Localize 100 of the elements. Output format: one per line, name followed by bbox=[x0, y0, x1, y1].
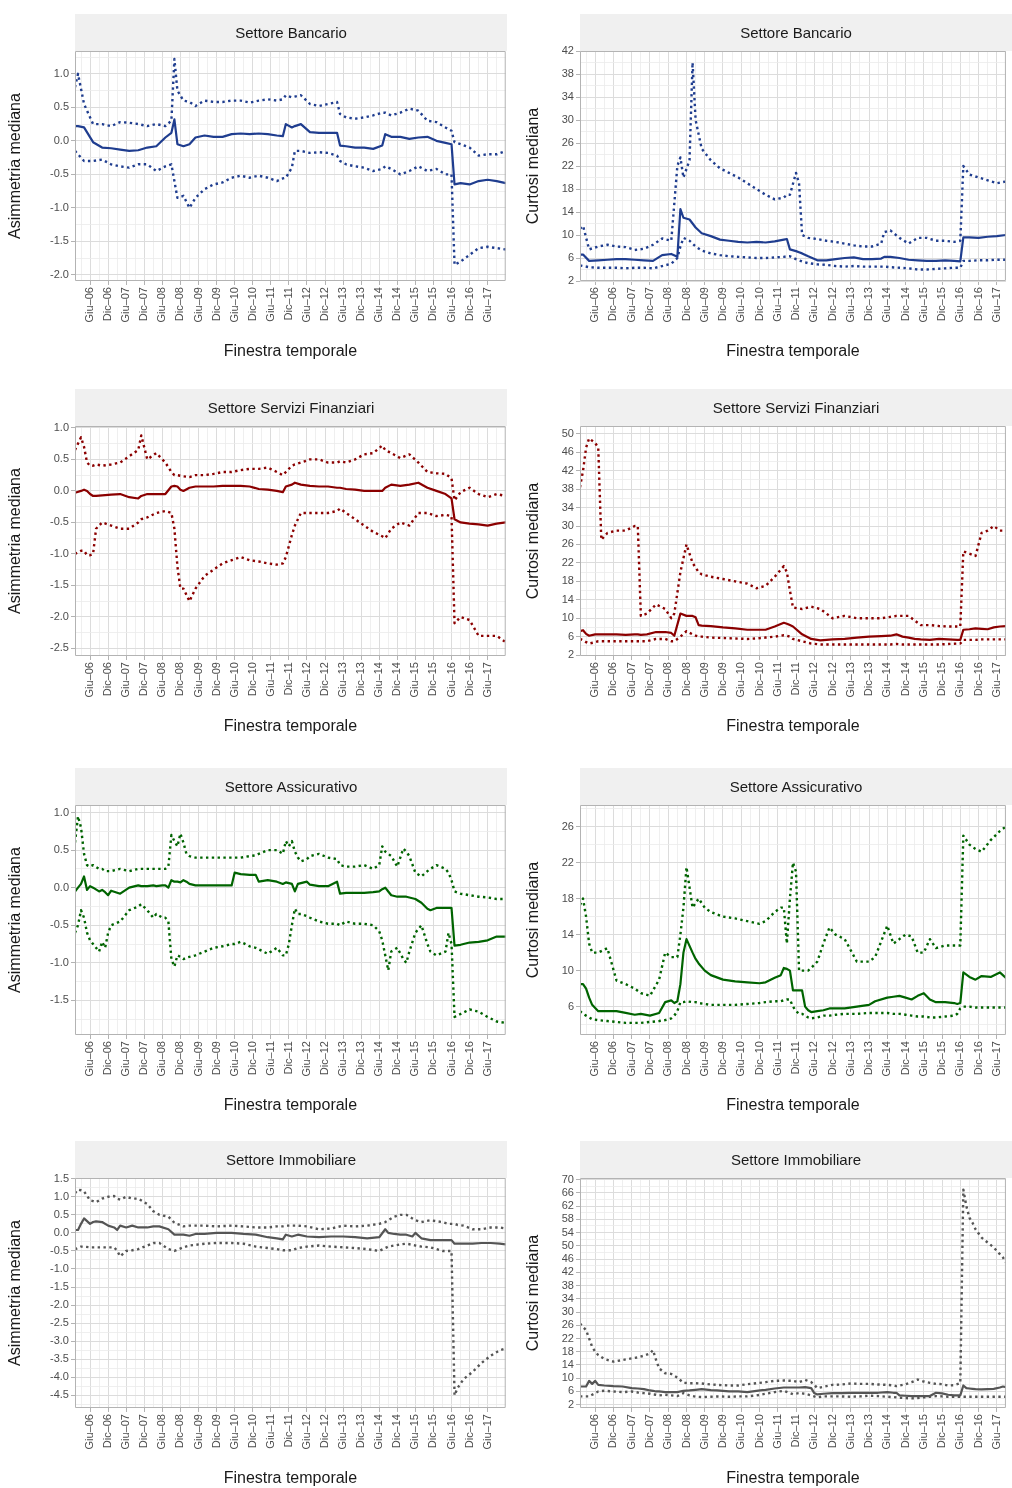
chart-title: Settore Bancario bbox=[235, 24, 347, 41]
y-tick-label: -0.5 bbox=[50, 515, 69, 528]
x-tick-label: Giu–13 bbox=[336, 287, 349, 323]
x-tick-label: Dic–13 bbox=[862, 1414, 875, 1449]
y-tick-label: 34 bbox=[561, 90, 574, 103]
y-axis-title: Curtosi mediana bbox=[524, 1234, 542, 1352]
y-tick-label: 38 bbox=[561, 482, 574, 495]
line-series bbox=[580, 1188, 1006, 1390]
y-tick-label: 2 bbox=[567, 274, 574, 287]
x-tick-label: Giu–13 bbox=[336, 1041, 349, 1077]
x-tick-label: Giu–07 bbox=[119, 662, 132, 698]
x-tick-label: Giu–16 bbox=[953, 1414, 966, 1450]
x-tick-label: Giu–08 bbox=[661, 662, 674, 698]
y-tick-label: 54 bbox=[561, 1225, 574, 1238]
y-tick-label: -0.5 bbox=[50, 918, 69, 931]
y-tick-label: -3.5 bbox=[50, 1352, 69, 1365]
x-tick-label: Dic–14 bbox=[390, 1041, 403, 1076]
y-tick-label: -1.0 bbox=[50, 200, 69, 213]
y-tick-label: 6 bbox=[567, 629, 574, 642]
y-tick-label: 46 bbox=[561, 1252, 574, 1265]
y-axis-title: Asimmetria mediana bbox=[6, 467, 24, 614]
x-axis-title: Finestra temporale bbox=[726, 341, 860, 359]
y-tick-label: 0.5 bbox=[53, 1207, 69, 1220]
x-tick-label: Dic–11 bbox=[789, 1041, 802, 1075]
y-tick-label: 10 bbox=[561, 1371, 574, 1384]
y-tick-label: -2.0 bbox=[50, 609, 69, 622]
x-tick-label: Dic–14 bbox=[390, 662, 403, 697]
x-tick-label: Dic–07 bbox=[137, 287, 150, 322]
x-tick-label: Dic–15 bbox=[426, 287, 439, 322]
x-tick-label: Dic–07 bbox=[643, 1414, 656, 1449]
title-strip: Settore Servizi Finanziari bbox=[75, 389, 507, 426]
x-tick-label: Giu–07 bbox=[624, 662, 637, 698]
x-tick-label: Giu–09 bbox=[697, 287, 710, 323]
x-tick-label: Giu–13 bbox=[843, 1041, 856, 1077]
y-tick-label: 1.0 bbox=[53, 420, 69, 433]
x-tick-label: Giu–11 bbox=[263, 1041, 276, 1076]
y-tick-label: 0.5 bbox=[53, 452, 69, 465]
y-tick-label: 0.0 bbox=[53, 1225, 69, 1238]
x-tick-label: Giu–15 bbox=[408, 662, 421, 698]
x-tick-label: Giu–08 bbox=[155, 1414, 168, 1450]
x-tick-label: Dic–12 bbox=[825, 1414, 838, 1449]
x-tick-label: Giu–17 bbox=[480, 1414, 493, 1450]
x-tick-label: Dic–15 bbox=[935, 287, 948, 322]
title-strip: Settore Servizi Finanziari bbox=[580, 389, 1012, 426]
x-tick-label: Giu–09 bbox=[697, 1414, 710, 1450]
x-tick-label: Dic–09 bbox=[209, 287, 222, 322]
y-tick-label: -1.0 bbox=[50, 1262, 69, 1275]
x-tick-label: Dic–07 bbox=[643, 662, 656, 697]
x-tick-label: Dic–08 bbox=[679, 287, 692, 322]
chart-title: Settore Assicurativo bbox=[729, 778, 863, 795]
x-tick-label: Dic–14 bbox=[898, 1414, 911, 1449]
x-axis-title: Finestra temporale bbox=[223, 341, 358, 359]
x-axis-title: Finestra temporale bbox=[726, 1468, 860, 1486]
x-tick-label: Giu–09 bbox=[191, 662, 204, 698]
x-tick-label: Giu–13 bbox=[336, 662, 349, 698]
x-tick-label: Dic–09 bbox=[716, 287, 729, 322]
x-tick-label: Giu–10 bbox=[227, 287, 240, 323]
x-axis-title: Finestra temporale bbox=[223, 1095, 358, 1113]
x-tick-label: Dic–10 bbox=[752, 287, 765, 322]
y-tick-label: 58 bbox=[561, 1212, 574, 1225]
y-tick-label: 10 bbox=[561, 611, 574, 624]
x-tick-label: Giu–16 bbox=[953, 287, 966, 323]
y-tick-label: 50 bbox=[561, 1238, 574, 1251]
x-tick-label: Dic–10 bbox=[245, 662, 258, 697]
x-tick-label: Giu–16 bbox=[444, 1414, 457, 1450]
x-tick-label: Giu–14 bbox=[372, 1414, 385, 1450]
x-tick-label: Dic–11 bbox=[789, 1414, 802, 1448]
x-tick-label: Giu–11 bbox=[770, 1414, 783, 1449]
y-tick-label: 6 bbox=[567, 1384, 574, 1397]
x-tick-label: Giu–12 bbox=[807, 1414, 820, 1450]
x-tick-label: Giu–06 bbox=[83, 662, 96, 698]
x-tick-label: Giu–08 bbox=[155, 1041, 168, 1077]
x-tick-label: Giu–17 bbox=[989, 662, 1002, 698]
y-tick-label: 1.0 bbox=[53, 66, 69, 79]
x-tick-label: Dic–14 bbox=[898, 662, 911, 697]
x-tick-label: Giu–16 bbox=[953, 662, 966, 698]
y-tick-label: -1.5 bbox=[50, 993, 69, 1006]
x-tick-label: Giu–06 bbox=[588, 662, 601, 698]
title-strip: Settore Immobiliare bbox=[75, 1141, 507, 1178]
x-tick-label: Dic–15 bbox=[426, 662, 439, 697]
x-tick-label: Giu–12 bbox=[299, 1041, 312, 1077]
chart-title: Settore Immobiliare bbox=[730, 1151, 862, 1168]
x-tick-label: Dic–08 bbox=[173, 662, 186, 697]
x-tick-label: Dic–13 bbox=[354, 1414, 367, 1449]
x-tick-label: Dic–13 bbox=[354, 662, 367, 697]
x-tick-label: Giu–08 bbox=[661, 1041, 674, 1077]
x-tick-label: Giu–14 bbox=[880, 287, 893, 323]
x-tick-label: Dic–11 bbox=[281, 287, 294, 321]
y-tick-label: 26 bbox=[561, 136, 574, 149]
x-tick-label: Dic–14 bbox=[898, 1041, 911, 1076]
x-tick-label: Giu–10 bbox=[227, 662, 240, 698]
x-tick-label: Giu–06 bbox=[588, 287, 601, 323]
x-tick-label: Dic–09 bbox=[209, 1414, 222, 1449]
x-tick-label: Giu–12 bbox=[807, 287, 820, 323]
x-tick-label: Dic–06 bbox=[606, 287, 619, 322]
x-tick-label: Dic–08 bbox=[679, 1041, 692, 1076]
y-tick-label: 6 bbox=[567, 251, 574, 264]
x-tick-label: Giu–06 bbox=[83, 287, 96, 323]
y-tick-label: -3.0 bbox=[50, 1334, 69, 1347]
x-tick-label: Dic–16 bbox=[971, 1041, 984, 1076]
